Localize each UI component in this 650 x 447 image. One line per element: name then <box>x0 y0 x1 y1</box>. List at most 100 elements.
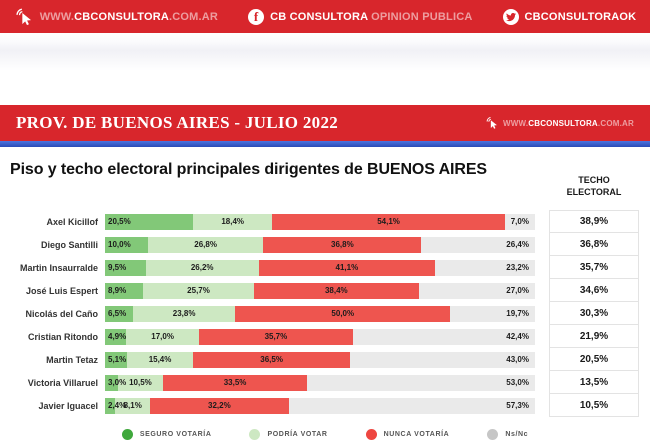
website-text: WWW.CBCONSULTORA.COM.AR <box>39 10 219 23</box>
bar-segment-nsnc: 42,4% <box>352 328 535 345</box>
bar-segment-seguro: 20,5% <box>105 213 194 230</box>
bar-track: 9,5% 26,2% 41,1% 23,2% <box>105 259 535 276</box>
legend-item-seguro: SEGURO VOTARÍA <box>121 429 212 441</box>
segment-value-label: 8,1% <box>123 401 142 411</box>
bar-segment-nunca: 32,2% <box>150 397 289 414</box>
segment-value-label: 26,2% <box>190 263 214 273</box>
segment-value-label: 54,1% <box>377 217 400 227</box>
section-title: PROV. DE BUENOS AIRES - JULIO 2022 <box>16 113 339 132</box>
bar-segment-nunca: 35,7% <box>199 328 353 345</box>
segment-value-label: 2,4% <box>108 401 127 411</box>
segment-value-label: 8,9% <box>108 286 127 296</box>
section-website-link[interactable]: WWW.CBCONSULTORA.COM.AR <box>485 116 634 130</box>
bar-segment-podria: 15,4% <box>126 351 194 368</box>
bar-segment-seguro: 6,5% <box>105 305 133 322</box>
facebook-link[interactable]: f CB CONSULTORA OPINION PUBLICA <box>248 8 473 25</box>
segment-value-label: 36,5% <box>260 355 283 365</box>
candidate-name: Cristian Ritondo <box>28 331 98 342</box>
techo-electoral-value: 30,3% <box>549 302 639 326</box>
bar-segment-nsnc: 53,0% <box>307 374 535 391</box>
facebook-text: CB CONSULTORA OPINION PUBLICA <box>270 10 473 23</box>
candidate-name: Martin Insaurralde <box>19 262 98 273</box>
techo-electoral-value: 13,5% <box>549 371 639 395</box>
bar-track: 4,9% 17,0% 35,7% 42,4% <box>105 328 535 345</box>
bar-track: 6,5% 23,8% 50,0% 19,7% <box>105 305 535 322</box>
twitter-text: CBCONSULTORAOK <box>524 10 637 23</box>
bar-segment-podria: 18,4% <box>193 213 273 230</box>
techo-electoral-value: 36,8% <box>549 233 639 257</box>
segment-value-label: 38,4% <box>324 286 348 296</box>
segment-value-label: 43,0% <box>506 355 529 365</box>
twitter-icon <box>502 8 519 25</box>
bar-segment-nsnc: 7,0% <box>504 213 535 230</box>
bar-segment-podria: 17,0% <box>126 328 200 345</box>
segment-value-label: 26,4% <box>506 240 529 250</box>
bar-segment-seguro: 10,0% <box>105 236 148 253</box>
candidate-name: Victoria Villaruel <box>27 377 98 388</box>
website-link[interactable]: WWW.CBCONSULTORA.COM.AR <box>14 7 218 27</box>
segment-value-label: 32,2% <box>208 401 231 411</box>
segment-value-label: 36,8% <box>331 240 354 250</box>
chart-row: Martin Tetaz 5,1% 15,4% 36,5% 43,0% 20,5% <box>10 348 640 372</box>
legend-dot-seguro <box>121 429 133 441</box>
techo-electoral-value: 34,6% <box>549 279 639 303</box>
twitter-link[interactable]: CBCONSULTORAOK <box>502 8 637 25</box>
bar-segment-nsnc: 23,2% <box>435 259 535 276</box>
stacked-bar-chart: Axel Kicillof 20,5% 18,4% 54,1% 7,0% 38,9% Die… <box>10 210 640 418</box>
bar-track: 20,5% 18,4% 54,1% 7,0% <box>105 213 535 230</box>
click-cursor-icon <box>16 7 31 25</box>
segment-value-label: 9,5% <box>108 263 127 273</box>
techo-electoral-value: 10,5% <box>549 394 639 418</box>
legend-label: SEGURO VOTARÍA <box>139 431 212 439</box>
techo-electoral-value: 38,9% <box>549 210 639 234</box>
segment-value-label: 10,0% <box>108 240 131 250</box>
candidate-name: José Luis Espert <box>25 285 98 296</box>
segment-value-label: 3,0% <box>108 378 127 388</box>
segment-value-label: 41,1% <box>335 263 359 273</box>
bar-segment-podria: 26,8% <box>148 236 264 253</box>
segment-value-label: 57,3% <box>506 401 529 411</box>
segment-value-label: 4,9% <box>108 332 127 342</box>
bar-segment-nsnc: 43,0% <box>350 351 535 368</box>
bar-segment-nunca: 38,4% <box>253 282 419 299</box>
techo-electoral-header: TECHO ELECTORAL <box>566 175 622 197</box>
segment-value-label: 26,8% <box>194 240 217 250</box>
segment-value-label: 25,7% <box>187 286 210 296</box>
section-banner: PROV. DE BUENOS AIRES - JULIO 2022 WWW.C… <box>0 105 650 141</box>
legend-label: NUNCA VOTARÍA <box>383 431 450 439</box>
segment-value-label: 33,5% <box>223 378 247 388</box>
legend-item-nunca: NUNCA VOTARÍA <box>365 429 450 441</box>
chart-row: José Luis Espert 8,9% 25,7% 38,4% 27,0% 34,6% <box>10 279 640 303</box>
chart-area: Piso y techo electoral principales dirig… <box>0 147 650 441</box>
bar-segment-nunca: 41,1% <box>258 259 436 276</box>
bar-track: 3,0% 10,5% 33,5% 53,0% <box>105 374 535 391</box>
legend-label: PODRÍA VOTAR <box>267 431 328 439</box>
chart-legend: SEGURO VOTARÍA PODRÍA VOTAR NUNCA VOTARÍA N… <box>10 429 640 441</box>
chart-row: Diego Santilli 10,0% 26,8% 36,8% 26,4% 36,8% <box>10 233 640 257</box>
segment-value-label: 27,0% <box>506 286 529 296</box>
bar-track: 8,9% 25,7% 38,4% 27,0% <box>105 282 535 299</box>
segment-value-label: 19,7% <box>506 309 529 319</box>
segment-value-label: 23,2% <box>506 263 529 273</box>
segment-value-label: 10,5% <box>129 378 152 388</box>
bar-segment-nunca: 36,5% <box>193 351 351 368</box>
chart-row: Axel Kicillof 20,5% 18,4% 54,1% 7,0% 38,9% <box>10 210 640 234</box>
techo-electoral-value: 35,7% <box>549 256 639 280</box>
bar-segment-seguro: 5,1% <box>105 351 127 368</box>
bar-segment-nunca: 54,1% <box>272 213 505 230</box>
chart-row: Javier Iguacel 2,4% 8,1% 32,2% 57,3% 10,5% <box>10 394 640 418</box>
bar-segment-nunca: 50,0% <box>235 305 451 322</box>
top-banner: WWW.CBCONSULTORA.COM.AR f CB CONSULTORA … <box>0 0 650 33</box>
chart-row: Victoria Villaruel 3,0% 10,5% 33,5% 53,0% 13,… <box>10 371 640 395</box>
candidate-name: Martin Tetaz <box>46 354 98 365</box>
segment-value-label: 15,4% <box>148 355 172 365</box>
bar-segment-nsnc: 19,7% <box>450 305 535 322</box>
segment-value-label: 23,8% <box>172 309 196 319</box>
segment-value-label: 42,4% <box>506 332 529 342</box>
techo-electoral-value: 20,5% <box>549 348 639 372</box>
bar-segment-nunca: 36,8% <box>263 236 422 253</box>
click-cursor-icon <box>486 117 497 129</box>
segment-value-label: 53,0% <box>506 378 529 388</box>
candidate-name: Axel Kicillof <box>46 216 98 227</box>
